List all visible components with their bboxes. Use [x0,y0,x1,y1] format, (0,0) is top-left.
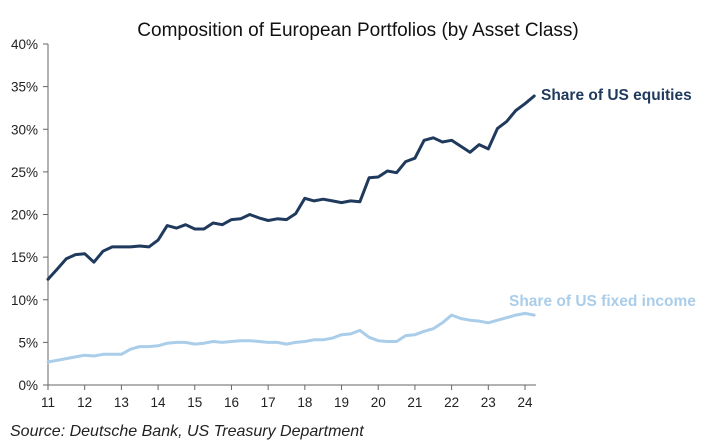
fixed-income-series-label: Share of US fixed income [509,293,696,310]
y-tick-label: 5% [18,335,38,350]
x-tick-label: 16 [224,395,239,410]
x-tick-label: 11 [41,395,55,410]
equities-series-line [46,94,536,281]
x-tick-label: 22 [444,395,459,410]
x-tick-label: 17 [261,395,276,410]
x-tick-label: 12 [77,395,92,410]
x-tick-label: 18 [297,395,312,410]
x-tick-label: 21 [407,395,422,410]
y-tick-label: 25% [11,165,38,180]
x-tick-label: 23 [481,395,496,410]
y-tick-label: 30% [11,122,38,137]
y-tick-label: 0% [18,378,38,393]
x-tick-label: 13 [114,395,129,410]
equities-series-label: Share of US equities [541,87,692,104]
x-tick-label: 20 [371,395,386,410]
chart-title: Composition of European Portfolios (by A… [137,20,578,41]
y-tick-label: 20% [11,208,38,223]
x-tick-label: 24 [517,395,533,410]
y-axis: 0% 5% 10% 15% 20% 25% 30% 35% 40% [11,37,49,393]
y-tick-label: 15% [11,250,38,265]
source-note: Source: Deutsche Bank, US Treasury Depar… [10,423,364,440]
series-layer [46,94,536,364]
y-tick-label: 40% [11,37,38,52]
fixed-income-series-line [46,311,536,364]
x-axis: 11 12 13 14 15 16 17 18 19 20 21 22 23 24 [41,384,536,410]
x-tick-label: 15 [187,395,202,410]
x-tick-label: 14 [151,395,167,410]
x-tick-label: 19 [334,395,349,410]
y-tick-label: 10% [11,293,38,308]
y-tick-label: 35% [11,80,38,95]
